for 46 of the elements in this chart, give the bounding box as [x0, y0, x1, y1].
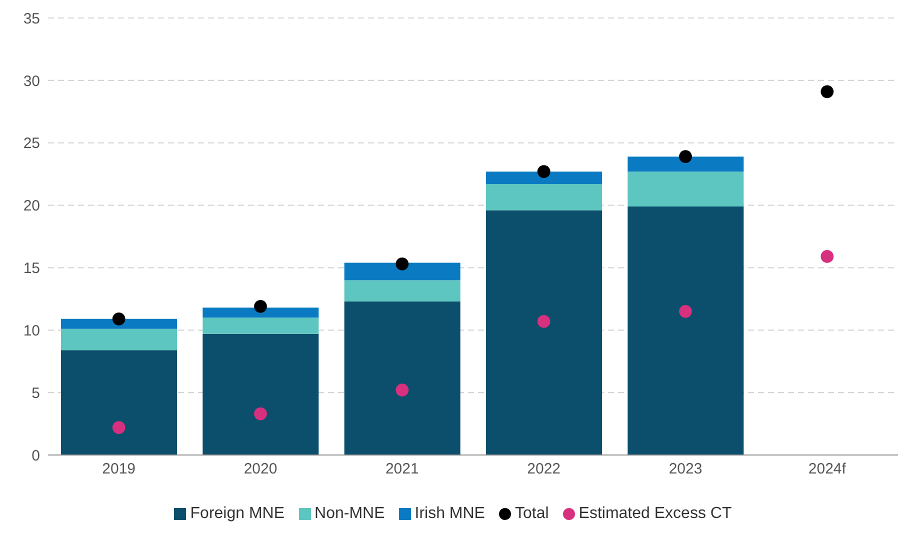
bar — [202, 308, 319, 318]
point — [820, 85, 834, 98]
x-tick-label: 2022 — [527, 460, 561, 478]
legend-label: Irish MNE — [414, 505, 485, 523]
y-tick-label: 0 — [32, 447, 40, 464]
y-tick-label: 15 — [23, 260, 40, 278]
y-tick-label: 10 — [23, 322, 40, 340]
bar — [344, 280, 460, 302]
x-tick-label: 2019 — [102, 460, 136, 478]
bar — [486, 184, 602, 210]
bar — [202, 318, 319, 334]
bar — [61, 318, 177, 329]
legend-label: Estimated Excess CT — [578, 505, 732, 523]
x-tick-label: 2024f — [808, 460, 847, 478]
point — [396, 384, 409, 396]
point — [254, 407, 267, 420]
point — [537, 165, 550, 178]
legend-label: Total — [514, 505, 549, 523]
bar — [486, 210, 602, 455]
point — [254, 300, 267, 313]
bar — [344, 262, 460, 280]
bar — [628, 156, 744, 172]
x-tick-label: 2020 — [244, 460, 278, 478]
bar — [628, 206, 744, 455]
point — [537, 314, 550, 328]
point — [679, 150, 692, 164]
legend-label: Non-MNE — [314, 505, 385, 523]
point — [112, 421, 126, 434]
x-tick-label: 2023 — [668, 460, 702, 478]
point — [820, 250, 834, 263]
point — [679, 304, 692, 318]
y-tick-label: 5 — [32, 384, 40, 402]
bar — [486, 172, 602, 184]
bar — [202, 334, 319, 455]
bar — [344, 301, 460, 455]
bar — [61, 350, 177, 455]
bar — [61, 328, 177, 350]
x-tick-label: 2021 — [385, 460, 419, 478]
y-tick-label: 20 — [23, 198, 40, 215]
point — [396, 258, 409, 270]
bar — [628, 172, 744, 207]
point — [112, 312, 126, 326]
y-tick-label: 30 — [23, 72, 40, 90]
legend-label: Foreign MNE — [189, 505, 285, 523]
y-tick-label: 25 — [23, 135, 40, 152]
y-tick-label: 35 — [23, 10, 40, 28]
